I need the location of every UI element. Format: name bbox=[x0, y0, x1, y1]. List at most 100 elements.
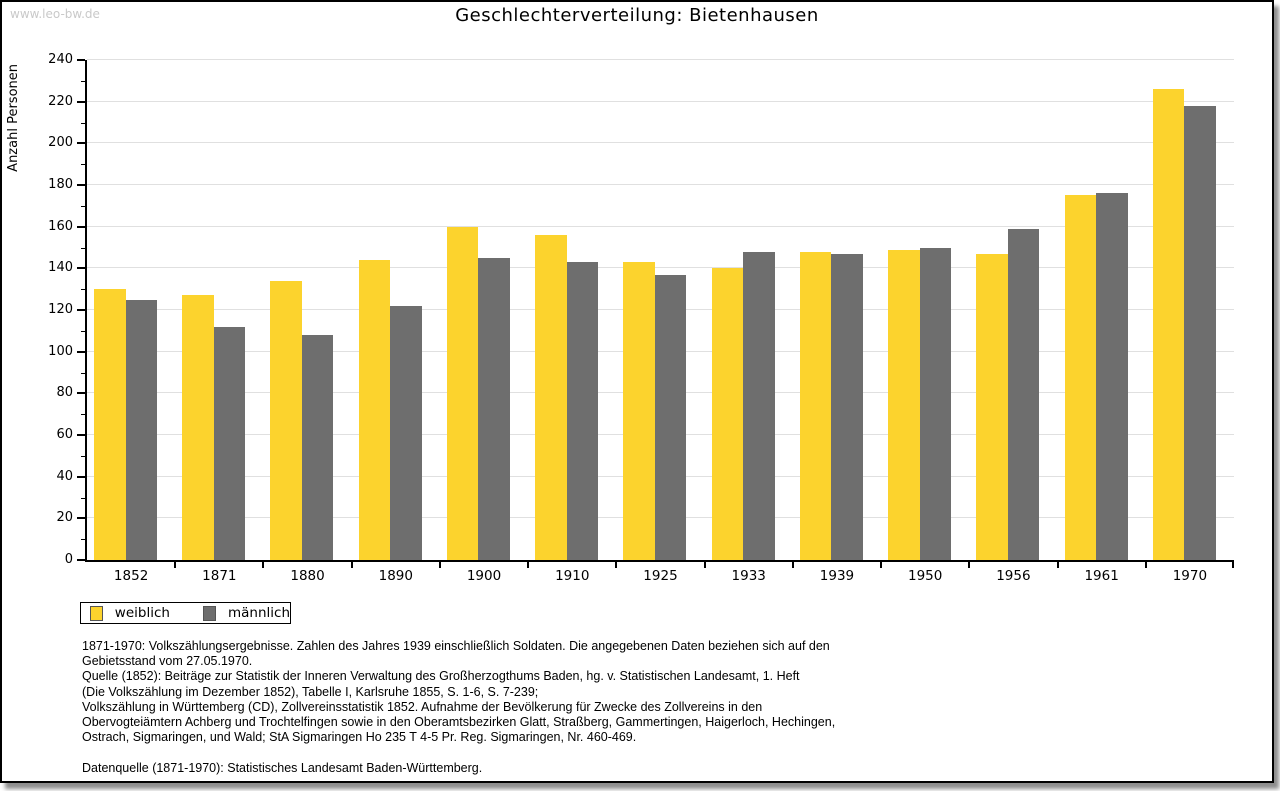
y-tick-60 bbox=[77, 434, 85, 436]
x-label-1880: 1880 bbox=[290, 568, 325, 584]
x-tick-1910 bbox=[527, 560, 530, 568]
y-tick-label-180: 180 bbox=[48, 177, 73, 192]
y-tick-0 bbox=[77, 559, 85, 561]
plot-area: 0 20 40 60 80 100 120 140 160 180 200 220 240 1852 187… bbox=[48, 53, 1234, 584]
bar-weiblich-1950 bbox=[888, 249, 920, 560]
y-tick-200 bbox=[77, 142, 85, 145]
x-label-1933: 1933 bbox=[731, 568, 766, 584]
bar-weiblich-1970 bbox=[1152, 89, 1185, 560]
footer-line-6: Obervogteiämtern Achberg und Trochtelfin… bbox=[82, 714, 836, 729]
y-tick-label-80: 80 bbox=[56, 385, 73, 401]
y-tick-label-20: 20 bbox=[56, 510, 73, 526]
y-minor-tick-10 bbox=[81, 539, 85, 541]
legend-label-weiblich: weiblich bbox=[114, 605, 170, 621]
legend-label-maennlich: männlich bbox=[227, 605, 290, 621]
gridline-240 bbox=[87, 59, 1234, 60]
x-tick-1880 bbox=[262, 560, 265, 568]
legend: weiblich männlich bbox=[80, 602, 291, 624]
x-tick-1970 bbox=[1144, 560, 1147, 568]
y-tick-100 bbox=[77, 350, 85, 353]
footer-line-8 bbox=[82, 745, 835, 760]
y-tick-label-160: 160 bbox=[48, 218, 73, 234]
x-label-1871: 1871 bbox=[202, 568, 237, 584]
bar-männlich-1950 bbox=[919, 247, 952, 560]
chart-title: Geschlechterverteilung: Bietenhausen bbox=[455, 5, 819, 26]
bar-männlich-1910 bbox=[566, 262, 599, 560]
bar-weiblich-1890 bbox=[358, 260, 391, 560]
x-tick-1939 bbox=[791, 560, 794, 568]
y-minor-tick-170 bbox=[81, 205, 85, 207]
x-label-1900: 1900 bbox=[466, 568, 502, 584]
gridline-220 bbox=[87, 100, 1234, 102]
gridline-160 bbox=[87, 225, 1234, 227]
legend-swatch-maennlich bbox=[203, 605, 216, 621]
y-minor-tick-110 bbox=[81, 330, 85, 332]
y-minor-tick-130 bbox=[81, 289, 85, 291]
y-tick-label-140: 140 bbox=[48, 260, 73, 276]
y-tick-label-60: 60 bbox=[56, 427, 73, 442]
footer-line-5: Volkszählung in Württemberg (CD), Zollve… bbox=[82, 699, 763, 714]
y-tick-label-40: 40 bbox=[56, 468, 73, 484]
x-label-1852: 1852 bbox=[113, 568, 149, 584]
x-tick-1961 bbox=[1056, 560, 1059, 568]
y-tick-label-220: 220 bbox=[48, 93, 73, 109]
gridline-140 bbox=[87, 267, 1234, 269]
bar-männlich-1961 bbox=[1096, 193, 1128, 560]
y-tick-40 bbox=[77, 475, 85, 478]
y-minor-tick-70 bbox=[81, 414, 85, 416]
bar-männlich-1933 bbox=[743, 251, 775, 560]
footer-line-7: Ostrach, Sigmaringen, und Wald; StA Sigm… bbox=[82, 730, 637, 745]
footer-line-4: (Die Volkszählung im Dezember 1852), Tab… bbox=[82, 684, 539, 699]
y-tick-80 bbox=[77, 392, 85, 395]
y-tick-label-200: 200 bbox=[48, 135, 73, 151]
x-label-1939: 1939 bbox=[819, 568, 855, 584]
legend-swatch-weiblich bbox=[90, 605, 103, 621]
y-tick-label-120: 120 bbox=[48, 302, 73, 317]
x-tick-1950 bbox=[880, 560, 883, 568]
y-minor-tick-230 bbox=[81, 80, 85, 82]
x-tick-1890 bbox=[350, 560, 353, 568]
bar-weiblich-1852 bbox=[94, 289, 126, 560]
bar-männlich-1852 bbox=[125, 299, 157, 560]
bar-männlich-1890 bbox=[390, 305, 422, 560]
x-label-1956: 1956 bbox=[996, 568, 1031, 584]
y-tick-160 bbox=[77, 225, 85, 228]
bar-männlich-1880 bbox=[301, 335, 334, 560]
bar-weiblich-1933 bbox=[711, 268, 744, 560]
x-label-1970: 1970 bbox=[1172, 568, 1208, 584]
footer-line-3: Quelle (1852): Beiträge zur Statistik de… bbox=[82, 669, 800, 684]
footer-line-9: Datenquelle (1871-1970): Statistisches L… bbox=[82, 760, 483, 775]
y-tick-240 bbox=[77, 59, 85, 61]
x-label-1961: 1961 bbox=[1084, 568, 1119, 584]
bar-weiblich-1956 bbox=[976, 253, 1008, 560]
footer-line-2: Gebietsstand vom 27.05.1970. bbox=[82, 654, 253, 669]
x-tick-1900 bbox=[438, 560, 441, 568]
y-minor-tick-150 bbox=[81, 247, 85, 249]
bar-männlich-1970 bbox=[1184, 105, 1216, 560]
y-tick-140 bbox=[77, 267, 85, 270]
y-tick-180 bbox=[77, 184, 85, 186]
y-tick-label-0: 0 bbox=[64, 552, 73, 567]
bar-männlich-1871 bbox=[213, 326, 246, 560]
y-tick-120 bbox=[77, 309, 85, 311]
y-axis-label: Anzahl Personen bbox=[6, 64, 21, 172]
x-label-1910: 1910 bbox=[555, 568, 590, 584]
bar-weiblich-1925 bbox=[623, 262, 655, 560]
y-minor-tick-190 bbox=[81, 164, 85, 166]
watermark: www.leo-bw.de bbox=[10, 7, 100, 21]
y-tick-label-100: 100 bbox=[48, 343, 73, 359]
x-tick-1933 bbox=[703, 560, 706, 568]
bar-männlich-1956 bbox=[1007, 228, 1040, 560]
y-minor-tick-30 bbox=[81, 497, 85, 499]
footer-notes: 1871-1970: Volkszählungsergebnisse. Zahl… bbox=[82, 639, 835, 776]
footer-line-1: 1871-1970: Volkszählungsergebnisse. Zahl… bbox=[82, 639, 830, 653]
x-label-1950: 1950 bbox=[907, 568, 943, 584]
bar-männlich-1925 bbox=[654, 274, 687, 560]
bar-weiblich-1900 bbox=[446, 226, 479, 560]
gridline-180 bbox=[87, 184, 1234, 185]
gridline-200 bbox=[87, 142, 1234, 144]
bar-weiblich-1880 bbox=[270, 280, 302, 560]
x-tick-1956 bbox=[968, 560, 971, 568]
